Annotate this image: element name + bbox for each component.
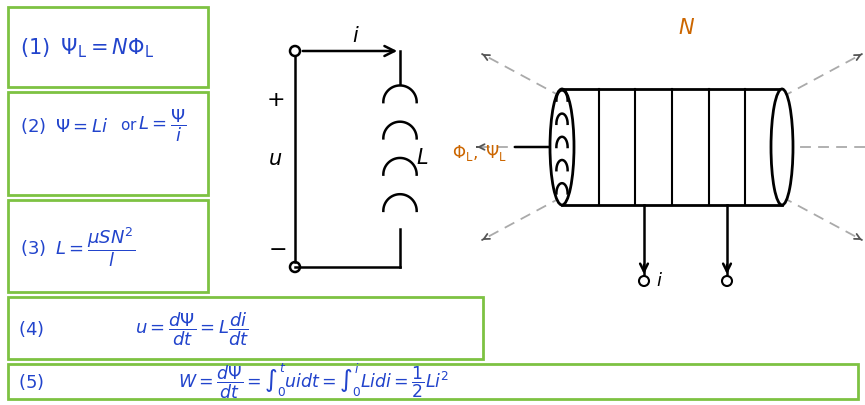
Text: $i$: $i$ [656,271,663,289]
Text: $u = \dfrac{d\Psi}{dt} = L\dfrac{di}{dt}$: $u = \dfrac{d\Psi}{dt} = L\dfrac{di}{dt}… [135,309,249,347]
Text: $\mathrm{or}$: $\mathrm{or}$ [120,118,138,133]
Text: $\Phi_{\rm L},\;\Psi_{\rm L}$: $\Phi_{\rm L},\;\Psi_{\rm L}$ [452,143,507,162]
Text: $+$: $+$ [266,90,284,110]
Text: $(3)\;\;L = \dfrac{\mu S N^2}{l}$: $(3)\;\;L = \dfrac{\mu S N^2}{l}$ [20,225,136,268]
Text: $(2)\;\;\Psi = Li$: $(2)\;\;\Psi = Li$ [20,116,108,136]
Text: $u$: $u$ [268,150,282,169]
Bar [8,297,483,359]
Text: $-$: $-$ [268,237,286,257]
Bar [8,364,858,399]
Text: $(5)$: $(5)$ [18,371,44,391]
Bar [8,8,208,88]
Bar [8,93,208,196]
Text: $L$: $L$ [416,148,428,168]
Ellipse shape [550,90,574,205]
Text: $L = \dfrac{\Psi}{i}$: $L = \dfrac{\Psi}{i}$ [138,107,186,144]
Text: $i$: $i$ [352,26,359,46]
Ellipse shape [771,90,793,205]
Text: $(1)\;\;\Psi_{\rm L} = N\Phi_{\rm L}$: $(1)\;\;\Psi_{\rm L} = N\Phi_{\rm L}$ [20,36,154,60]
Text: $(4)$: $(4)$ [18,318,44,338]
Bar [8,200,208,292]
Text: $W = \dfrac{d\Psi}{dt} = \int_0^t uidt = \int_0^i Lidi = \dfrac{1}{2}Li^2$: $W = \dfrac{d\Psi}{dt} = \int_0^t uidt =… [178,361,450,401]
Text: $N$: $N$ [678,18,695,38]
